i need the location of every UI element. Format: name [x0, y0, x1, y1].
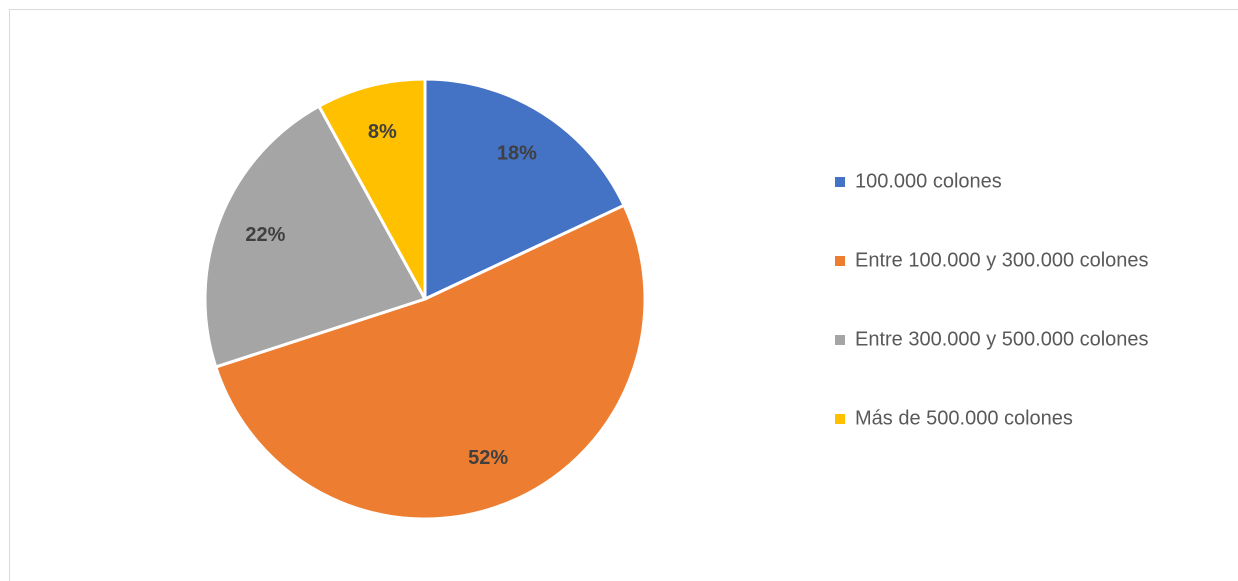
legend-label: Entre 100.000 y 300.000 colones — [855, 249, 1149, 271]
pie-slice — [423, 77, 627, 302]
data-label: 8% — [368, 121, 397, 143]
legend-swatch — [835, 335, 845, 345]
legend-label: 100.000 colones — [855, 170, 1002, 192]
data-label: 52% — [468, 447, 508, 469]
pie-slice — [213, 203, 647, 521]
legend-swatch — [835, 256, 845, 266]
legend-label: Más de 500.000 colones — [855, 407, 1073, 429]
legend-swatch — [835, 414, 845, 424]
data-label: 22% — [245, 224, 285, 246]
data-label: 18% — [497, 142, 537, 164]
legend-swatch — [835, 177, 845, 187]
pie-slice — [203, 104, 428, 369]
pie-slice — [316, 77, 427, 300]
legend-label: Entre 300.000 y 500.000 colones — [855, 328, 1149, 350]
